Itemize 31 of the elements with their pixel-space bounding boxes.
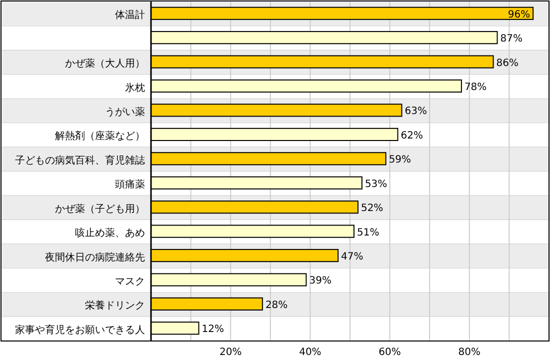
data-label: 78% bbox=[464, 82, 487, 94]
y-tick-label: かぜ薬（子ども用） bbox=[55, 202, 145, 215]
x-tick-label: 80% bbox=[458, 347, 481, 358]
y-tick-label: 咳止め薬、あめ bbox=[75, 227, 145, 240]
data-label: 39% bbox=[309, 276, 332, 287]
y-tick-label: 体温計 bbox=[115, 9, 145, 22]
y-tick-label: 解熱剤（座薬など） bbox=[55, 130, 145, 142]
y-tick-label: 頭痛薬 bbox=[115, 178, 145, 191]
data-label: 96% bbox=[508, 9, 530, 20]
x-tick-label: 60% bbox=[378, 347, 401, 358]
y-tick-label: うがい薬 bbox=[105, 106, 145, 118]
x-tick-label: 20% bbox=[219, 347, 242, 358]
y-tick-label: 子どもの病気百科、育児雑誌 bbox=[15, 154, 145, 166]
data-label: 52% bbox=[360, 203, 384, 214]
data-label: 53% bbox=[364, 178, 388, 190]
data-label: 87% bbox=[500, 34, 522, 45]
y-tick-label: 夜間休日の病院連絡先 bbox=[45, 251, 145, 264]
y-tick-label: 氷枕 bbox=[125, 82, 145, 94]
data-label: 28% bbox=[265, 300, 288, 311]
data-label: 47% bbox=[341, 252, 364, 263]
y-tick-label: マスク bbox=[115, 276, 145, 288]
x-tick-label: 40% bbox=[299, 347, 322, 358]
data-label: 63% bbox=[404, 106, 427, 118]
y-tick-label: かぜ薬（大人用） bbox=[65, 58, 145, 70]
y-tick-label: 栄養ドリンク bbox=[85, 300, 145, 312]
y-tick-label: 家事や育児をお願いできる人 bbox=[15, 324, 145, 336]
data-label: 12% bbox=[202, 324, 224, 336]
data-label: 51% bbox=[356, 227, 380, 238]
data-label: 62% bbox=[400, 130, 423, 142]
data-label: 86% bbox=[496, 58, 519, 69]
data-label: 59% bbox=[388, 154, 412, 166]
